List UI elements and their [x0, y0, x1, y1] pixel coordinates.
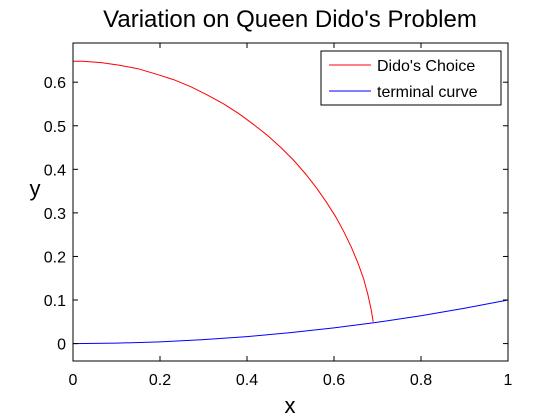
- legend-label-didos-choice: Dido's Choice: [377, 58, 475, 75]
- x-tick-label: 1: [504, 372, 513, 389]
- x-tick-label: 0.8: [410, 372, 432, 389]
- y-tick-label: 0.4: [44, 162, 66, 179]
- y-tick-label: 0.6: [44, 75, 66, 92]
- legend: Dido's Choice terminal curve: [320, 50, 502, 106]
- y-tick-label: 0.2: [44, 249, 66, 266]
- tick-layer: 0 0.2 0.4 0.6 0.8 1 0 0.1 0.2 0.3 0.4 0.5 0.6: [44, 43, 513, 389]
- y-tick-label: 0.5: [44, 119, 66, 136]
- y-tick-label: 0.1: [44, 293, 66, 310]
- y-tick-label: 0: [57, 337, 66, 354]
- x-tick-label: 0.4: [236, 372, 258, 389]
- x-tick-label: 0: [69, 372, 78, 389]
- x-tick-label: 0.2: [149, 372, 171, 389]
- axes-box: [72, 42, 509, 362]
- x-axis-label: x: [285, 393, 296, 418]
- y-axis-label: y: [30, 176, 41, 201]
- series-line-dido-s-choice: [73, 60, 374, 322]
- series-line-terminal-curve: [72, 299, 509, 345]
- chart-title: Variation on Queen Dido's Problem: [103, 6, 477, 33]
- series-layer: [72, 60, 509, 345]
- legend-box: [320, 50, 502, 106]
- y-tick-label: 0.3: [44, 206, 66, 223]
- legend-label-terminal-curve: terminal curve: [377, 84, 478, 101]
- x-tick-label: 0.6: [323, 372, 345, 389]
